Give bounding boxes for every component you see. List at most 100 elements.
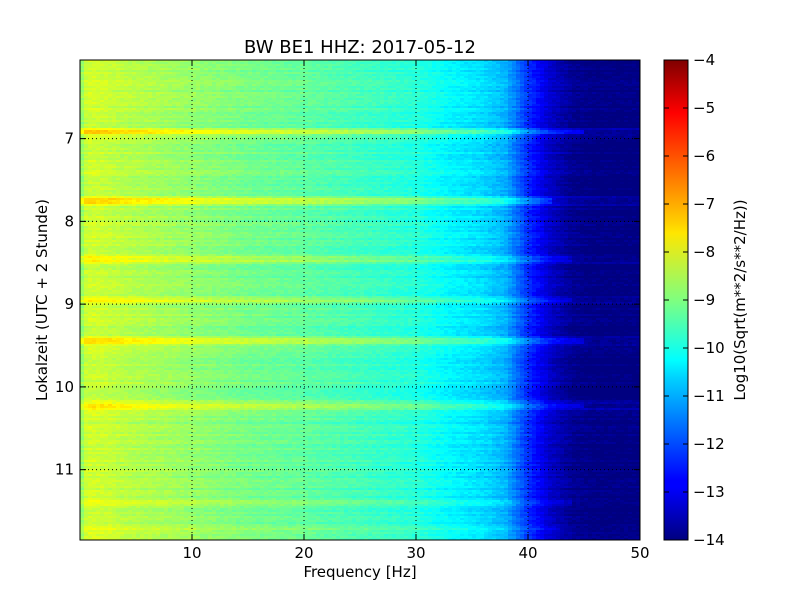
heatmap-cell (256, 72, 261, 75)
heatmap-cell (248, 86, 253, 89)
heatmap-cell (160, 60, 165, 63)
heatmap-cell (420, 90, 425, 93)
heatmap-cell (180, 80, 185, 83)
heatmap-cell (156, 78, 161, 81)
heatmap-cell (412, 72, 417, 75)
heatmap-cell (620, 78, 625, 81)
heatmap-cell (224, 60, 229, 63)
heatmap-cell (220, 60, 225, 63)
heatmap-cell (480, 84, 485, 87)
heatmap-cell (496, 72, 501, 75)
heatmap-cell (176, 88, 181, 91)
heatmap-cell (480, 66, 485, 69)
heatmap-cell (408, 90, 413, 93)
heatmap-cell (428, 80, 433, 83)
heatmap-cell (212, 86, 217, 89)
heatmap-cell (104, 76, 109, 79)
heatmap-cell (132, 68, 137, 71)
heatmap-cell (236, 62, 241, 65)
heatmap-cell (376, 78, 381, 81)
heatmap-cell (312, 66, 317, 69)
heatmap-cell (228, 78, 233, 81)
heatmap-cell (472, 68, 477, 71)
heatmap-cell (448, 88, 453, 91)
heatmap-cell (504, 84, 509, 87)
heatmap-cell (468, 86, 473, 89)
heatmap-cell (508, 74, 513, 77)
heatmap-cell (432, 90, 437, 93)
heatmap-cell (432, 82, 437, 85)
heatmap-cell (380, 62, 385, 65)
heatmap-cell (572, 76, 577, 79)
heatmap-cell (552, 86, 557, 89)
heatmap-cell (624, 80, 629, 83)
heatmap-cell (436, 60, 441, 63)
heatmap-cell (152, 88, 157, 91)
heatmap-cell (368, 78, 373, 81)
heatmap-cell (500, 70, 505, 73)
heatmap-cell (596, 64, 601, 67)
heatmap-cell (428, 68, 433, 71)
heatmap-cell (564, 66, 569, 69)
heatmap-cell (220, 70, 225, 73)
heatmap-cell (128, 74, 133, 77)
heatmap-cell (548, 90, 553, 93)
heatmap-cell (428, 90, 433, 93)
heatmap-cell (284, 90, 289, 93)
heatmap-cell (344, 90, 349, 93)
heatmap-cell (148, 88, 153, 91)
heatmap-cell (620, 86, 625, 89)
heatmap-cell (304, 88, 309, 91)
heatmap-cell (432, 68, 437, 71)
heatmap-cell (416, 84, 421, 87)
heatmap-cell (188, 70, 193, 73)
heatmap-cell (344, 62, 349, 65)
heatmap-cell (632, 84, 637, 87)
heatmap-cell (496, 62, 501, 65)
heatmap-cell (416, 88, 421, 91)
heatmap-cell (112, 90, 117, 93)
heatmap-cell (188, 62, 193, 65)
heatmap-cell (524, 62, 529, 65)
heatmap-cell (220, 82, 225, 85)
heatmap-cell (260, 74, 265, 77)
heatmap-cell (188, 64, 193, 67)
heatmap-cell (368, 70, 373, 73)
heatmap-cell (352, 84, 357, 87)
heatmap-cell (624, 68, 629, 71)
heatmap-cell (236, 70, 241, 73)
heatmap-cell (316, 82, 321, 85)
heatmap-cell (100, 88, 105, 91)
heatmap-cell (248, 70, 253, 73)
heatmap-cell (144, 60, 149, 63)
heatmap-cell (456, 74, 461, 77)
heatmap-cell (592, 60, 597, 63)
heatmap-cell (448, 80, 453, 83)
heatmap-cell (300, 84, 305, 87)
heatmap-cell (504, 78, 509, 81)
heatmap-cell (428, 88, 433, 91)
heatmap-cell (504, 72, 509, 75)
heatmap-cell (188, 88, 193, 91)
heatmap-cell (472, 66, 477, 69)
heatmap-cell (608, 88, 613, 91)
heatmap-cell (456, 60, 461, 63)
heatmap-cell (396, 60, 401, 63)
heatmap-cell (612, 88, 617, 91)
heatmap-cell (624, 86, 629, 89)
heatmap-cell (144, 72, 149, 75)
heatmap-cell (548, 62, 553, 65)
heatmap-cell (176, 60, 181, 63)
heatmap-cell (144, 84, 149, 87)
heatmap-cell (632, 82, 637, 85)
heatmap-cell (400, 86, 405, 89)
heatmap-cell (460, 80, 465, 83)
heatmap-cell (192, 66, 197, 69)
heatmap-cell (272, 78, 277, 81)
heatmap-cell (356, 90, 361, 93)
heatmap-cell (580, 64, 585, 67)
heatmap-cell (548, 64, 553, 67)
heatmap-cell (348, 78, 353, 81)
heatmap-cell (576, 62, 581, 65)
heatmap-cell (516, 60, 521, 63)
